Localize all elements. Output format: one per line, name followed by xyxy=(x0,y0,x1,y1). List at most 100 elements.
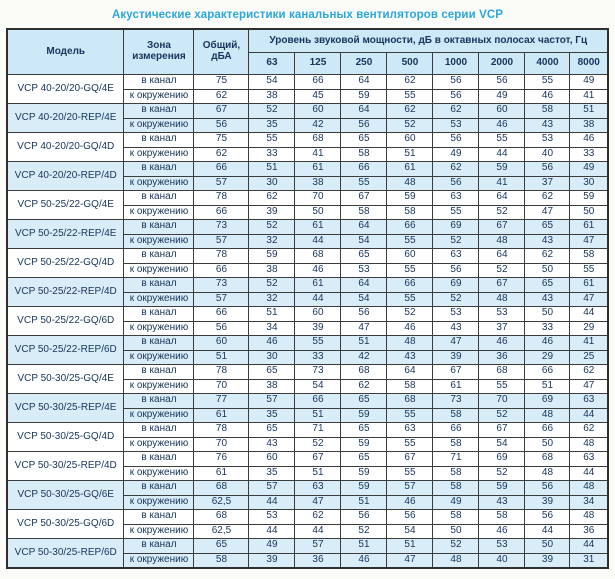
band-cell: 47 xyxy=(569,233,609,249)
band-cell: 63 xyxy=(294,480,342,496)
model-row-duct: VCP 40-20/20-REP/4E в канал 67 52 60 64 62 62 60… xyxy=(6,103,609,133)
band-cell: 52 xyxy=(386,117,434,133)
band-cell: 43 xyxy=(524,117,571,133)
band-cell: 44 xyxy=(524,523,571,539)
band-cell: 62 xyxy=(432,161,480,177)
band-cell: 39 xyxy=(524,552,571,569)
band-cell: 35 xyxy=(248,407,296,423)
model-cell: VCP 50-30/25-GQ/4E xyxy=(6,364,125,394)
band-cell: 63 xyxy=(432,248,480,264)
model-row-ambient: к окружению 51 30 33 42 43 39 36 29 25 xyxy=(7,349,609,365)
total-cell: 68 xyxy=(193,480,250,496)
band-cell: 45 xyxy=(294,88,342,104)
band-cell: 46 xyxy=(524,335,571,351)
band-cell: 44 xyxy=(569,465,609,481)
band-cell: 57 xyxy=(248,393,296,409)
model-row-duct: VCP 50-25/22-GQ/4D в канал 78 59 68 65 60 63 64 6… xyxy=(6,248,609,278)
band-cell: 61 xyxy=(386,161,434,177)
zone-cell: в канал xyxy=(123,277,195,293)
band-cell: 46 xyxy=(478,117,526,133)
band-cell: 25 xyxy=(569,349,609,365)
total-cell: 51 xyxy=(193,349,250,365)
band-cell: 49 xyxy=(478,88,526,104)
total-cell: 76 xyxy=(193,451,250,467)
band-cell: 61 xyxy=(294,161,342,177)
band-cell: 49 xyxy=(432,146,480,162)
band-cell: 41 xyxy=(478,175,526,191)
band-cell: 35 xyxy=(248,117,296,133)
model-row-ambient: к окружению 62,5 44 47 51 46 49 43 39 34 xyxy=(7,494,609,510)
band-cell: 52 xyxy=(478,407,526,423)
model-row-duct: VCP 50-30/25-GQ/6D в канал 68 53 62 56 56 58 58 5… xyxy=(6,509,609,539)
acoustic-characteristics-table: Модель Зона измерения Общий, дБА Уровень… xyxy=(5,28,610,569)
band-cell: 55 xyxy=(569,262,609,278)
model-row-ambient: к окружению 66 39 50 58 58 55 52 47 50 xyxy=(7,204,609,220)
band-cell: 46 xyxy=(569,132,609,148)
band-cell: 48 xyxy=(524,407,571,423)
model-row-duct: VCP 50-25/22-REP/4D в канал 73 52 61 64 66 69 67… xyxy=(6,277,609,307)
band-cell: 57 xyxy=(386,480,434,496)
band-cell: 67 xyxy=(340,190,388,206)
band-cell: 49 xyxy=(569,74,609,90)
total-cell: 60 xyxy=(193,335,250,351)
band-cell: 47 xyxy=(524,204,571,220)
band-cell: 39 xyxy=(248,204,296,220)
band-cell: 52 xyxy=(478,204,526,220)
band-cell: 68 xyxy=(294,248,342,264)
total-cell: 78 xyxy=(193,190,250,206)
zone-cell: к окружению xyxy=(123,465,195,481)
band-cell: 67 xyxy=(432,364,480,380)
band-cell: 41 xyxy=(294,146,342,162)
band-cell: 53 xyxy=(432,117,480,133)
header-zone: Зона измерения xyxy=(123,28,195,75)
band-cell: 54 xyxy=(386,523,434,539)
total-cell: 57 xyxy=(193,233,250,249)
band-cell: 64 xyxy=(340,74,388,90)
zone-cell: в канал xyxy=(123,103,195,119)
band-cell: 68 xyxy=(524,451,571,467)
model-cell: VCP 50-25/22-REP/4E xyxy=(6,219,125,249)
band-cell: 55 xyxy=(386,262,434,278)
band-cell: 66 xyxy=(340,161,388,177)
header-freq-2000: 2000 xyxy=(478,52,526,75)
band-cell: 51 xyxy=(386,538,434,554)
band-cell: 44 xyxy=(478,146,526,162)
band-cell: 60 xyxy=(478,103,526,119)
total-cell: 57 xyxy=(193,291,250,307)
band-cell: 58 xyxy=(432,465,480,481)
band-cell: 52 xyxy=(432,233,480,249)
total-cell: 78 xyxy=(193,364,250,380)
zone-cell: в канал xyxy=(123,306,195,322)
model-row-duct: VCP 50-30/25-GQ/6E в канал 68 57 63 59 57 58 59 5… xyxy=(6,480,609,510)
band-cell: 69 xyxy=(432,277,480,293)
band-cell: 47 xyxy=(340,320,388,336)
band-cell: 51 xyxy=(294,465,342,481)
band-cell: 39 xyxy=(294,320,342,336)
band-cell: 58 xyxy=(386,204,434,220)
model-cell: VCP 50-30/25-REP/4E xyxy=(6,393,125,423)
model-row-ambient: к окружению 56 35 42 56 52 53 46 43 38 xyxy=(7,117,609,133)
band-cell: 60 xyxy=(294,306,342,322)
band-cell: 62 xyxy=(386,74,434,90)
model-cell: VCP 40-20/20-GQ/4D xyxy=(6,132,125,162)
band-cell: 36 xyxy=(294,552,342,569)
band-cell: 51 xyxy=(248,306,296,322)
header-freq-63: 63 xyxy=(248,52,296,75)
model-row-duct: VCP 50-30/25-REP/4D в канал 76 60 67 65 67 71 69… xyxy=(6,451,609,481)
band-cell: 58 xyxy=(524,103,571,119)
band-cell: 56 xyxy=(340,306,388,322)
band-cell: 52 xyxy=(432,538,480,554)
band-cell: 38 xyxy=(569,117,609,133)
band-cell: 64 xyxy=(386,364,434,380)
band-cell: 56 xyxy=(524,161,571,177)
band-cell: 60 xyxy=(386,132,434,148)
band-cell: 56 xyxy=(524,509,571,525)
zone-cell: в канал xyxy=(123,364,195,380)
total-cell: 75 xyxy=(193,74,250,90)
model-row-ambient: к окружению 58 39 36 46 47 48 40 39 31 xyxy=(7,552,609,569)
band-cell: 37 xyxy=(478,320,526,336)
model-cell: VCP 40-20/20-GQ/4E xyxy=(6,74,125,104)
table-body: VCP 40-20/20-GQ/4E в канал 75 54 66 64 62 56 56 5… xyxy=(6,74,609,569)
band-cell: 62 xyxy=(432,103,480,119)
band-cell: 58 xyxy=(478,509,526,525)
